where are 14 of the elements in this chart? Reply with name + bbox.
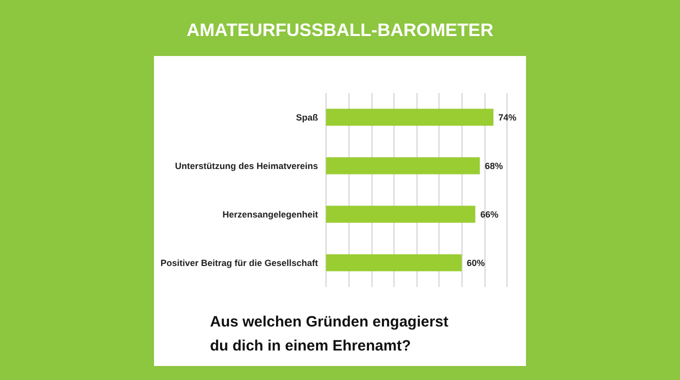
chart-title: AMATEURFUSSBALL-BAROMETER — [186, 20, 494, 40]
data-label: 68% — [484, 160, 503, 171]
y-tick-label: Positiver Beitrag für die Gesellschaft — [160, 258, 318, 268]
y-tick-label: Unterstützung des Heimatvereins — [174, 160, 318, 171]
bar — [326, 206, 476, 223]
text: Aus welchen Gründen engagierst du dich in einem Ehrenamt? — [210, 314, 453, 354]
data-label: 66% — [480, 209, 498, 220]
y-tick-label: Spaß — [296, 112, 318, 122]
data-label: 74% — [498, 112, 516, 122]
data-label: 60% — [466, 258, 485, 268]
bar — [326, 157, 480, 174]
bar — [326, 254, 462, 272]
y-tick-label: Herzensangelegenheit — [222, 209, 318, 220]
bar — [326, 108, 494, 126]
